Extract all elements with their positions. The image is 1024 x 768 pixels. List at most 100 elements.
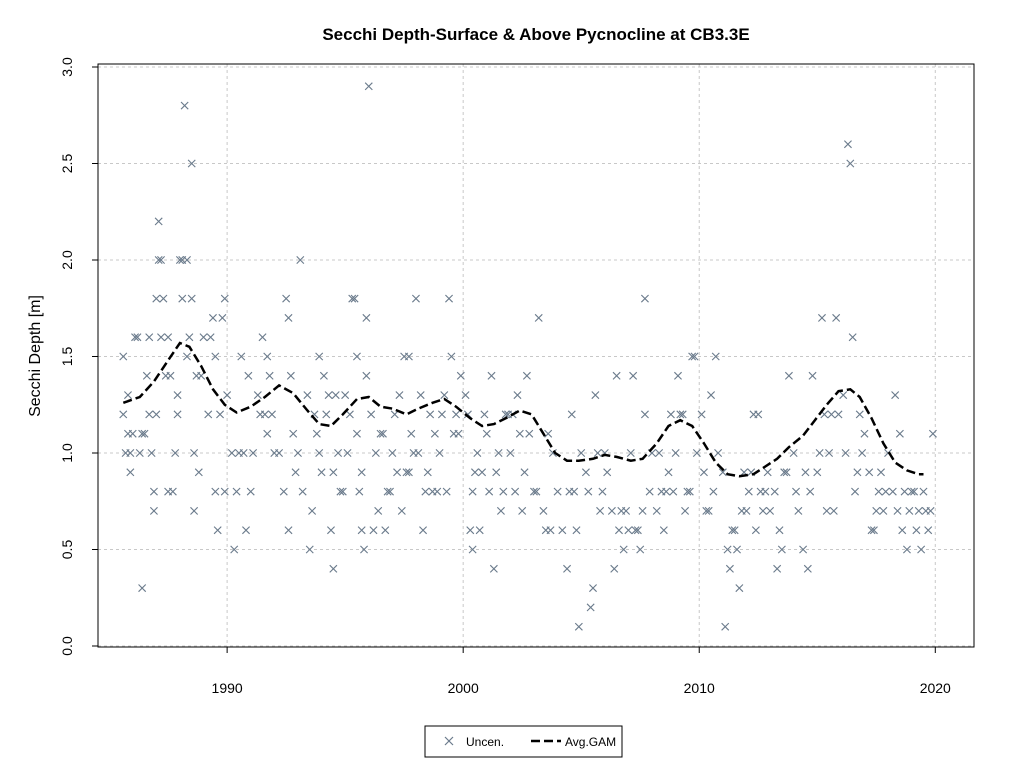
data-point bbox=[784, 371, 793, 380]
data-point bbox=[879, 506, 888, 515]
data-point bbox=[723, 545, 732, 554]
data-point bbox=[393, 468, 402, 477]
data-point bbox=[869, 526, 878, 535]
data-point bbox=[806, 487, 815, 496]
data-point bbox=[263, 352, 272, 361]
data-point bbox=[480, 410, 489, 419]
data-point bbox=[645, 487, 654, 496]
data-point bbox=[364, 82, 373, 91]
data-point bbox=[707, 391, 716, 400]
y-tick-label: 2.0 bbox=[59, 250, 75, 270]
data-point bbox=[164, 333, 173, 342]
data-point bbox=[865, 468, 874, 477]
data-point bbox=[123, 391, 132, 400]
data-point bbox=[249, 449, 258, 457]
x-tick-label: 2020 bbox=[920, 680, 951, 696]
data-point bbox=[640, 294, 649, 303]
data-point bbox=[598, 487, 607, 496]
data-point bbox=[317, 468, 326, 477]
data-point bbox=[315, 449, 324, 457]
data-point bbox=[539, 506, 548, 515]
data-point bbox=[494, 449, 503, 457]
x-tick-label: 2000 bbox=[448, 680, 479, 696]
data-point bbox=[237, 352, 246, 361]
data-point bbox=[669, 487, 678, 496]
data-point bbox=[570, 487, 579, 496]
data-point bbox=[761, 487, 770, 496]
data-point bbox=[532, 487, 541, 496]
legend: Uncen. Avg.GAM bbox=[424, 725, 623, 758]
data-point bbox=[548, 449, 557, 457]
data-point bbox=[390, 410, 399, 419]
plot-frame bbox=[97, 63, 975, 648]
data-point bbox=[175, 256, 184, 264]
data-point bbox=[159, 294, 168, 303]
data-point bbox=[145, 333, 154, 342]
data-point bbox=[827, 410, 836, 419]
y-axis-label: Secchi Depth [m] bbox=[27, 295, 44, 417]
data-point bbox=[128, 429, 137, 438]
data-point bbox=[350, 294, 359, 303]
data-point bbox=[218, 313, 227, 322]
data-point bbox=[655, 449, 664, 457]
data-point bbox=[678, 410, 687, 419]
data-point bbox=[289, 429, 298, 438]
data-point bbox=[199, 333, 208, 342]
data-point bbox=[404, 352, 413, 361]
data-point bbox=[220, 487, 229, 496]
data-point bbox=[721, 622, 730, 631]
data-point bbox=[220, 294, 229, 303]
chart-title: Secchi Depth-Surface & Above Pycnocline … bbox=[322, 25, 749, 44]
data-point bbox=[135, 449, 144, 457]
data-point bbox=[525, 429, 534, 438]
data-point bbox=[242, 526, 250, 535]
data-point bbox=[341, 391, 350, 400]
data-point bbox=[711, 352, 720, 361]
data-point bbox=[851, 487, 860, 496]
data-point bbox=[190, 506, 199, 515]
data-point bbox=[518, 506, 527, 515]
data-point bbox=[659, 526, 668, 535]
data-point bbox=[168, 487, 177, 496]
data-point bbox=[855, 410, 864, 419]
grid bbox=[98, 64, 974, 647]
data-point bbox=[149, 487, 158, 496]
data-point bbox=[131, 333, 140, 342]
data-point bbox=[803, 564, 812, 573]
data-point bbox=[348, 294, 357, 303]
legend-marker-uncen bbox=[444, 736, 454, 746]
data-point bbox=[917, 545, 926, 554]
data-point bbox=[895, 429, 904, 438]
data-point bbox=[640, 410, 649, 419]
data-point bbox=[631, 526, 640, 535]
data-point bbox=[223, 391, 232, 400]
data-point bbox=[305, 545, 314, 554]
data-point bbox=[267, 410, 276, 419]
data-point bbox=[402, 468, 411, 477]
data-point bbox=[718, 468, 727, 477]
data-point bbox=[912, 526, 921, 535]
data-point bbox=[369, 526, 378, 535]
data-point bbox=[383, 487, 392, 496]
y-axis: 0.0 0.5 1.0 1.5 2.0 2.5 3.0 bbox=[59, 57, 98, 656]
data-point bbox=[730, 526, 739, 535]
data-point bbox=[914, 506, 923, 515]
data-point bbox=[173, 410, 182, 419]
y-tick-label: 1.5 bbox=[59, 347, 75, 367]
data-point bbox=[534, 313, 543, 322]
y-tick-label: 0.0 bbox=[59, 636, 75, 656]
data-point bbox=[681, 506, 690, 515]
data-point bbox=[782, 468, 791, 477]
data-point bbox=[506, 449, 515, 457]
data-point bbox=[265, 371, 274, 380]
data-point bbox=[211, 487, 220, 496]
data-point bbox=[546, 526, 555, 535]
data-point bbox=[315, 352, 324, 361]
data-point bbox=[374, 506, 383, 515]
data-point bbox=[334, 449, 343, 457]
data-point bbox=[343, 449, 352, 457]
data-point bbox=[626, 449, 635, 457]
data-point bbox=[622, 506, 631, 515]
data-point bbox=[754, 410, 763, 419]
data-point bbox=[371, 449, 380, 457]
